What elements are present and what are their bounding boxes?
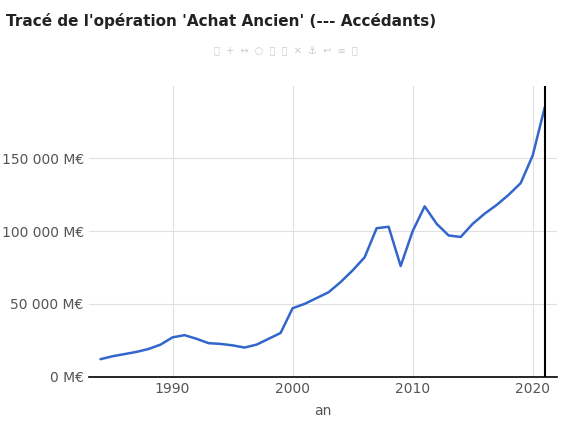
X-axis label: an: an <box>314 404 331 418</box>
Text: 🔍  +  ↔  ○  ⬜  ⬛  ✕  ⚓  ↩  ≡  🔵: 🔍 + ↔ ○ ⬜ ⬛ ✕ ⚓ ↩ ≡ 🔵 <box>214 46 357 56</box>
Text: Tracé de l'opération 'Achat Ancien' (--- Accédants): Tracé de l'opération 'Achat Ancien' (---… <box>6 13 436 29</box>
